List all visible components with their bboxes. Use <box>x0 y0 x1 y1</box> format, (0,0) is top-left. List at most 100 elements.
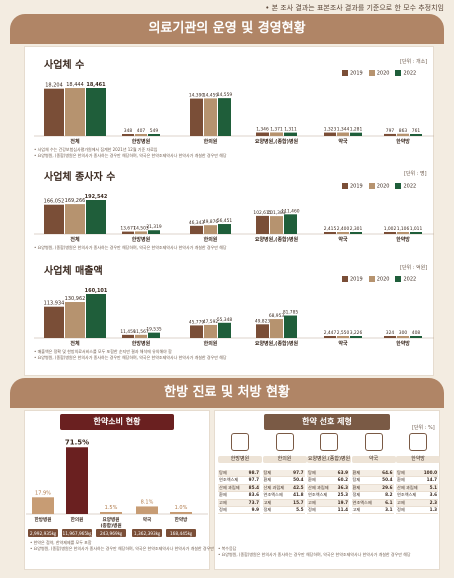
bar <box>170 512 192 514</box>
form-percent: 14.7 <box>426 477 437 483</box>
bar-value-label: 160,101 <box>85 288 108 294</box>
bar-value-label: 101,383 <box>267 210 285 216</box>
preference-column-label: 약국 <box>351 456 396 463</box>
chart1-note: • 요양병원, (종합)병원은 한의사가 종사하는 경우만 해당하며, 약국은 … <box>34 153 227 158</box>
section1-title: 의료기관의 운영 및 경영현황 <box>10 14 444 44</box>
preference-notes: • 복수응답 • 요양병원, (종합)병원은 한의사가 종사하는 경우만 해당하며… <box>218 546 411 558</box>
form-percent: 15.7 <box>293 499 304 505</box>
category-label: 요양병원,(종합)병원 <box>255 138 299 145</box>
bar-value-label: 1,323 <box>324 127 337 133</box>
preference-row: 고제 73.7 <box>218 499 260 508</box>
category-label: 약국 <box>338 236 348 243</box>
bar-value-label: 81,785 <box>283 310 299 316</box>
bar <box>66 447 88 514</box>
amount-label: 1,362,393㎏ <box>134 531 161 538</box>
form-percent: 3.6 <box>429 492 437 498</box>
bar-value-label: 2,301 <box>350 226 363 232</box>
preference-note: • 복수응답 <box>218 546 237 551</box>
bar <box>324 232 336 234</box>
bar-value-label: 1,106 <box>397 226 410 232</box>
bar <box>270 319 283 338</box>
bar <box>350 336 362 338</box>
bar <box>384 336 396 338</box>
preference-row: 연조엑스제 25.3 <box>307 492 349 500</box>
category-label: 요양병원,(종합)병원 <box>255 236 299 243</box>
bar-value-label: 300 <box>399 330 408 336</box>
bar <box>86 294 106 338</box>
bar-value-label: 49,823 <box>255 318 271 324</box>
bar <box>148 134 160 136</box>
category-label: 한방병원 <box>132 340 151 347</box>
preference-column: 탕제 98.7 연조엑스제 97.7 산제 과립제 85.4 환제 83.6 고제 73.7 정제 9… <box>218 470 260 515</box>
form-percent: 29.6 <box>382 484 393 490</box>
form-percent: 97.7 <box>293 470 304 475</box>
form-percent: 42.5 <box>293 484 304 490</box>
form-name: 고제 <box>263 499 272 505</box>
form-percent: 5.5 <box>296 507 304 513</box>
bar <box>256 215 269 234</box>
bar-value-label: 14,459 <box>203 92 219 98</box>
category-label: 약국 <box>143 516 152 523</box>
form-percent: 100.0 <box>423 470 437 475</box>
chart1-legend: 2019 2020 2022 <box>336 70 416 77</box>
bar-value-label: 11,459 <box>120 329 136 335</box>
amount-badge <box>132 529 162 537</box>
amount-badge <box>28 529 58 537</box>
form-name: 고제 <box>397 499 405 505</box>
form-percent: 6.1 <box>385 499 393 505</box>
bar <box>397 232 409 234</box>
percent-label: 8.1% <box>141 499 154 505</box>
bar <box>410 336 422 338</box>
preference-column-label: 한약방 <box>396 456 440 463</box>
form-name: 고제 <box>308 499 316 505</box>
building-icon <box>275 433 294 451</box>
bar-value-label: 169,266 <box>65 198 86 204</box>
preference-column: 환제 64.6 탕제 50.4 환제 29.6 정제 8.2 연조엑스제 6.1 고제 3.1 <box>351 470 394 515</box>
preference-title: 한약 선호 제형 <box>264 414 390 430</box>
preference-row: 정제 5.5 <box>262 507 305 515</box>
bar <box>256 324 269 338</box>
bar <box>135 334 147 338</box>
chart1-note: • 사업체 수는 건강보험심사평가원에서 집계한 2021년 12월 기준 자료… <box>34 147 158 152</box>
amount-badge <box>62 529 92 537</box>
bar-value-label: 797 <box>386 128 395 134</box>
consumption-note: • 요양병원, (종합)병원은 한의사가 종사하는 경우만 해당하며, 약국은 … <box>30 546 223 551</box>
category-label: 한약방 <box>396 340 410 347</box>
bar <box>397 133 409 136</box>
bar <box>122 334 134 338</box>
legend-2020: 2020 <box>376 183 390 190</box>
bar-value-label: 166,052 <box>44 199 65 205</box>
preference-column: 탕제 100.0 환제 14.7 산제 과립제 5.1 연조엑스제 3.6 고제 2.3 정제 1.3 <box>396 470 438 515</box>
bar <box>44 306 64 338</box>
bar-value-label: 111,460 <box>281 208 299 214</box>
form-name: 정제 <box>308 507 316 513</box>
preference-note: • 요양병원, (종합)병원은 한의사가 종사하는 경우만 해당하며, 약국은 … <box>218 552 411 557</box>
form-name: 산제 과립제 <box>219 484 240 490</box>
form-percent: 85.4 <box>248 484 259 490</box>
preference-column-label: 요양병원,(종합)병원 <box>307 456 351 463</box>
preference-row: 연조엑스제 6.1 <box>351 499 394 508</box>
bar <box>410 232 422 234</box>
bar <box>384 133 396 136</box>
chart2-legend: 2019 2020 2022 <box>336 183 416 190</box>
form-name: 정제 <box>397 507 405 513</box>
bar-value-label: 1,371 <box>270 126 283 132</box>
building-icon <box>409 433 427 451</box>
preference-row: 정제 1.3 <box>396 507 438 515</box>
preference-row: 산제 과립제 36.3 <box>307 484 349 493</box>
bar <box>284 132 297 136</box>
consumption-note: • 한약은 첩약, 한약제제를 모두 포함 <box>30 540 92 545</box>
legend-2020: 2020 <box>376 276 390 283</box>
preference-row: 정제 9.9 <box>218 507 260 515</box>
bar-value-label: 21,319 <box>146 224 162 230</box>
form-name: 산제 과립제 <box>263 484 285 490</box>
category-label: 전체 <box>70 340 80 347</box>
form-name: 환제 <box>263 477 272 483</box>
bar-value-label: 863 <box>399 128 408 134</box>
bar <box>190 98 203 136</box>
category-label: 한약방 <box>396 236 410 243</box>
section2-title: 한방 진료 및 처방 현황 <box>10 378 444 408</box>
amount-label: 11,967,965㎏ <box>63 531 93 538</box>
bar-value-label: 14,390 <box>189 93 205 99</box>
